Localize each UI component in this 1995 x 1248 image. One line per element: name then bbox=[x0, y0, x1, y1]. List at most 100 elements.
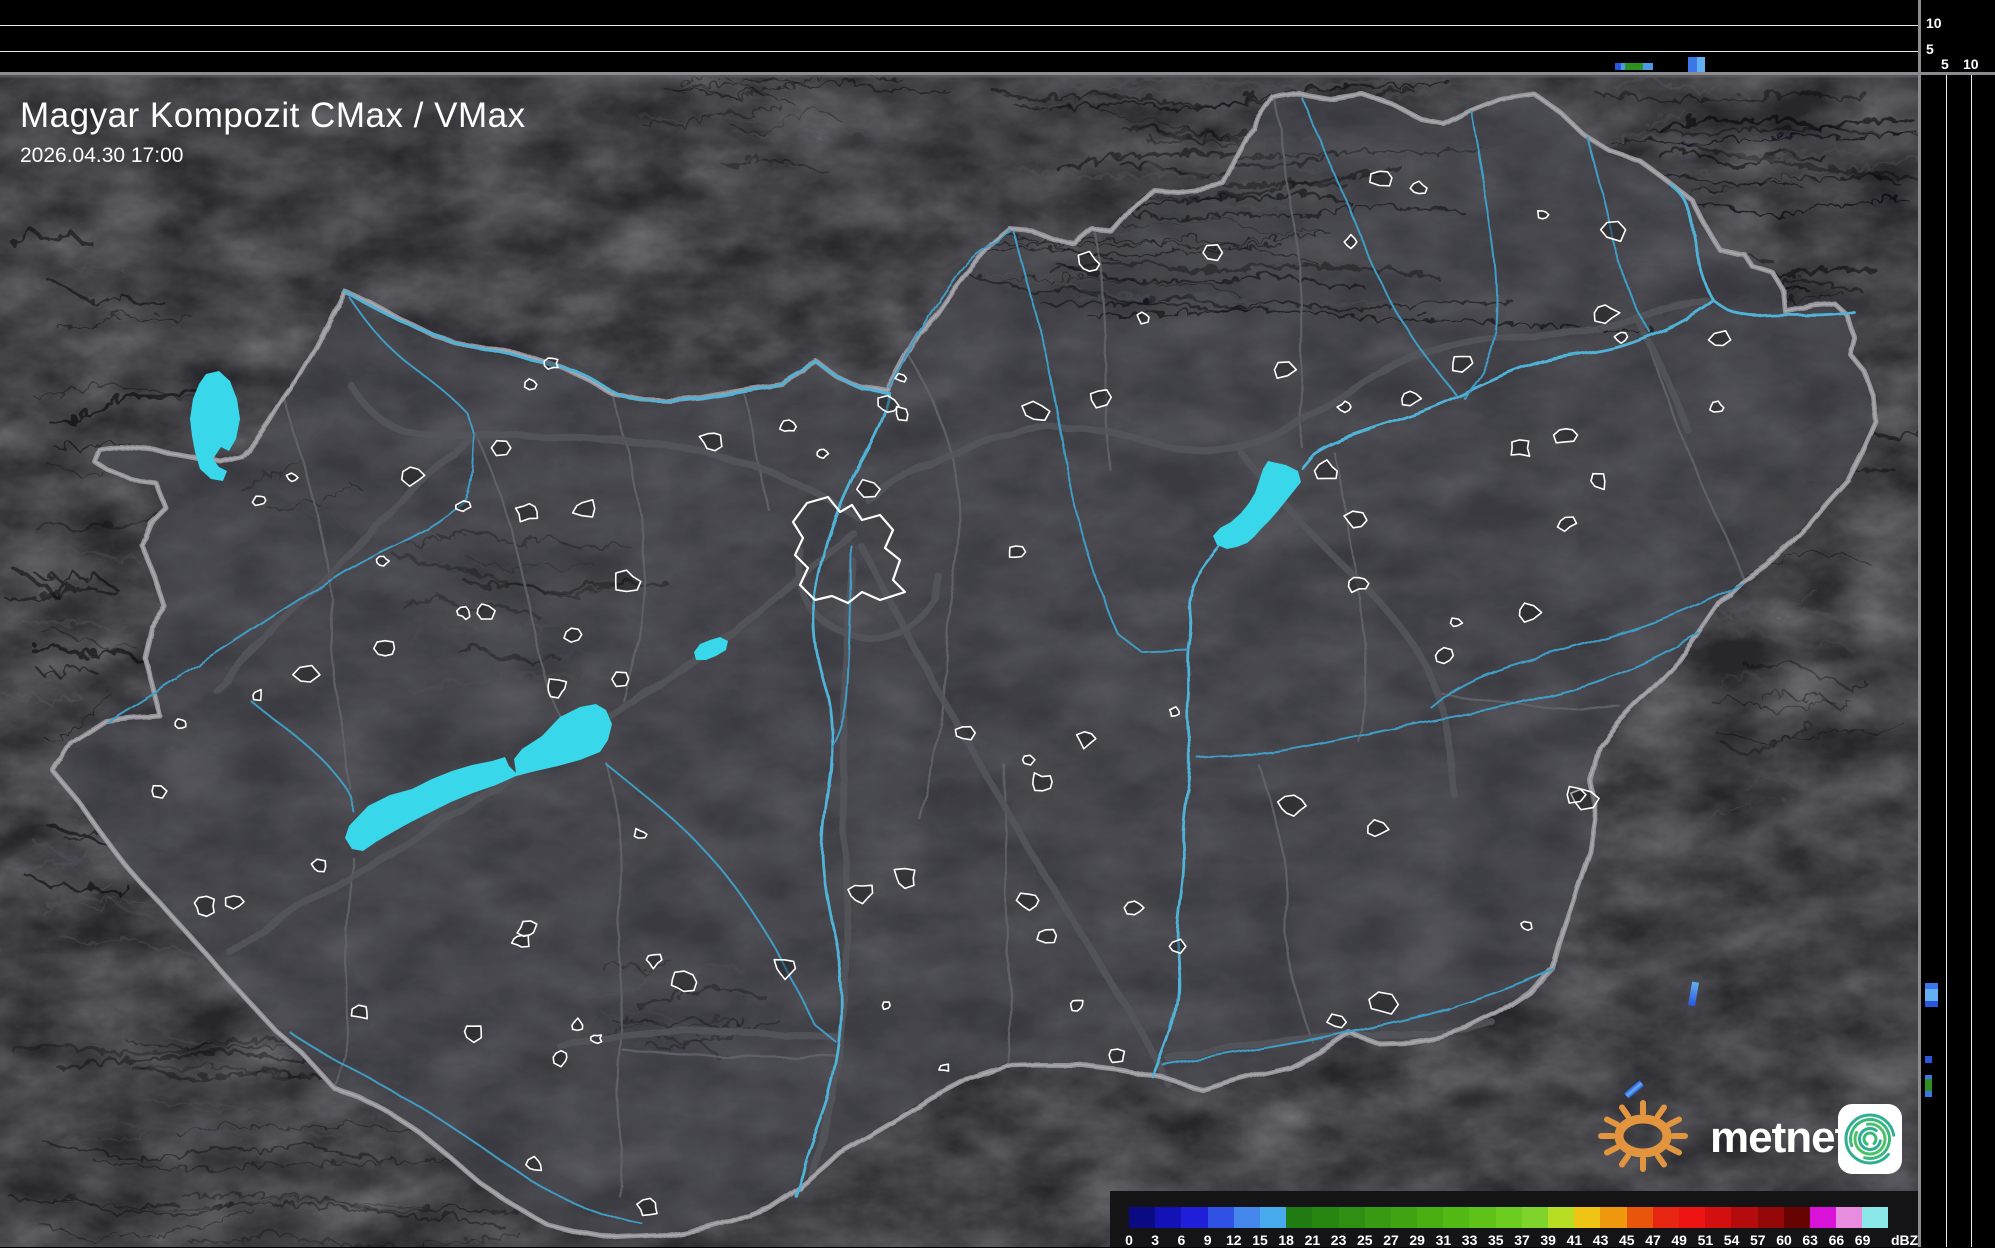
town-outline bbox=[1593, 304, 1621, 325]
colorbar-segment bbox=[1259, 1207, 1287, 1228]
town-outline bbox=[1409, 180, 1428, 195]
town-outline bbox=[1599, 220, 1627, 243]
colorbar-tick-label: 31 bbox=[1435, 1232, 1452, 1248]
page-title: Magyar Kompozit CMax / VMax bbox=[20, 96, 526, 135]
town-outline bbox=[310, 858, 327, 873]
town-outline bbox=[563, 627, 583, 643]
town-outline bbox=[1709, 400, 1725, 413]
logo-text: metnet bbox=[1710, 1113, 1849, 1162]
map-canvas bbox=[0, 75, 1919, 1247]
colorbar-segment bbox=[1678, 1207, 1706, 1228]
town-outline bbox=[633, 827, 648, 839]
town-outline bbox=[1313, 459, 1338, 480]
town-outline bbox=[1590, 472, 1606, 491]
town-outline bbox=[252, 688, 262, 702]
town-outline bbox=[1556, 516, 1578, 533]
top-profile-gridline-10km bbox=[0, 25, 1919, 26]
town-outline bbox=[1434, 646, 1455, 665]
town-outline bbox=[1613, 331, 1629, 345]
colorbar-tick-label: 35 bbox=[1488, 1232, 1504, 1248]
panel-divider-horizontal bbox=[0, 72, 1995, 75]
town-outline bbox=[525, 1155, 543, 1172]
colorbar-tick-label: 6 bbox=[1177, 1232, 1186, 1248]
colorbar-tick-label: 18 bbox=[1278, 1232, 1294, 1248]
town-outline bbox=[454, 499, 472, 513]
town-outline bbox=[463, 1025, 483, 1044]
town-outline bbox=[1168, 705, 1180, 718]
echo-right-profile bbox=[1925, 1075, 1932, 1097]
town-outline bbox=[881, 1001, 891, 1011]
colorbar-tick-label: 69 bbox=[1854, 1232, 1871, 1248]
colorbar-segment bbox=[1600, 1207, 1627, 1228]
colorbar-tick-label: 51 bbox=[1697, 1232, 1714, 1248]
lakes bbox=[190, 371, 1301, 851]
echo-top-profile bbox=[1688, 57, 1705, 72]
colorbar-segment bbox=[1233, 1207, 1260, 1228]
lake-tisza bbox=[1213, 461, 1301, 549]
colorbar-tick-label: 45 bbox=[1619, 1232, 1635, 1248]
top-axis-tick-5: 5 bbox=[1926, 41, 1934, 57]
right-axis-tick-10: 10 bbox=[1963, 56, 1979, 72]
colorbar-tick-label: 15 bbox=[1252, 1232, 1268, 1248]
town-outline bbox=[372, 639, 396, 657]
title-block: Magyar Kompozit CMax / VMax 2026.04.30 1… bbox=[20, 96, 526, 168]
town-outline bbox=[645, 953, 663, 970]
right-axis-tick-5: 5 bbox=[1941, 56, 1949, 72]
town-outline bbox=[589, 1034, 603, 1045]
colorbar-tick-label: 47 bbox=[1645, 1232, 1661, 1248]
sun-icon bbox=[1598, 1100, 1688, 1172]
colorbar-segment bbox=[1207, 1207, 1234, 1228]
town-outline bbox=[1401, 390, 1423, 407]
town-outline bbox=[1537, 210, 1550, 220]
town-outline bbox=[543, 357, 559, 370]
town-outlines bbox=[151, 170, 1732, 1217]
top-profile-gridline-5km bbox=[0, 51, 1919, 52]
town-outline bbox=[1069, 999, 1084, 1012]
town-outline bbox=[285, 472, 299, 483]
echo-right-profile bbox=[1925, 983, 1938, 1007]
colorbar-segments bbox=[1129, 1207, 1889, 1228]
colorbar-segment bbox=[1469, 1207, 1496, 1228]
town-outline bbox=[698, 432, 723, 452]
colorbar-tick-label: 9 bbox=[1203, 1232, 1212, 1248]
town-outline bbox=[670, 970, 698, 993]
town-outline bbox=[1707, 329, 1732, 347]
town-outline bbox=[773, 958, 797, 981]
town-outline bbox=[1021, 400, 1051, 422]
town-outline bbox=[151, 784, 168, 799]
town-outline bbox=[938, 1063, 950, 1072]
town-outline bbox=[816, 448, 830, 459]
town-outline bbox=[514, 502, 539, 523]
echo-top-profile bbox=[1615, 63, 1653, 70]
town-outline bbox=[571, 498, 596, 518]
town-outline bbox=[893, 867, 916, 890]
colorbar-tick-label: 43 bbox=[1592, 1232, 1609, 1248]
right-profile-gridline-5km bbox=[1946, 75, 1947, 1247]
right-profile-gridline-10km bbox=[1971, 75, 1972, 1247]
town-outline bbox=[455, 605, 471, 621]
town-outline bbox=[1367, 818, 1390, 838]
colorbar-tick-label: 66 bbox=[1828, 1232, 1845, 1248]
colorbar-tick-label: 0 bbox=[1125, 1232, 1133, 1248]
town-outline bbox=[1021, 754, 1036, 766]
town-outline bbox=[855, 478, 881, 499]
town-outline bbox=[1089, 388, 1112, 409]
colorbar-segment bbox=[1626, 1207, 1653, 1228]
town-outline bbox=[193, 895, 215, 918]
town-outline bbox=[614, 569, 642, 593]
colorbar-segment bbox=[1443, 1207, 1470, 1228]
town-outline bbox=[1273, 361, 1298, 380]
colorbar-tick-label: 23 bbox=[1330, 1232, 1347, 1248]
town-outline bbox=[224, 895, 245, 910]
lake-balaton bbox=[345, 704, 612, 851]
colorbar-segment bbox=[1705, 1207, 1732, 1228]
town-outline bbox=[400, 466, 426, 488]
town-outline bbox=[476, 603, 496, 620]
panel-divider-vertical bbox=[1918, 0, 1921, 1247]
lake-ferto bbox=[190, 371, 240, 481]
town-outline bbox=[636, 1197, 658, 1217]
colorbar-segment bbox=[1548, 1207, 1575, 1228]
colorbar-segment bbox=[1836, 1207, 1863, 1228]
country-border bbox=[49, 89, 1877, 1241]
town-outline bbox=[174, 718, 187, 730]
